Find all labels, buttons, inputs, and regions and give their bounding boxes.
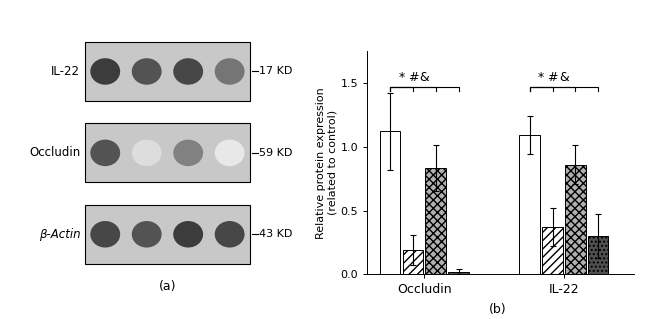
Text: Occludin: Occludin [29,146,80,160]
Bar [542,227,563,274]
Bar [588,236,608,274]
Ellipse shape [174,58,203,85]
Ellipse shape [132,221,162,248]
Bar [84,42,250,101]
Text: 43 KD: 43 KD [259,229,292,239]
Bar [380,131,400,274]
Bar [426,168,446,274]
Bar [565,165,586,274]
Ellipse shape [214,58,244,85]
Text: (b): (b) [488,303,506,316]
Y-axis label: Relative protein expression
(related to control): Relative protein expression (related to … [316,87,338,239]
Bar [448,272,469,274]
Bar [84,123,250,182]
Ellipse shape [90,58,120,85]
Text: IL-22: IL-22 [51,65,80,78]
Bar [402,250,423,274]
Bar [519,135,540,274]
Ellipse shape [90,221,120,248]
Ellipse shape [90,140,120,166]
Text: 17 KD: 17 KD [259,66,292,77]
Bar [84,205,250,264]
Ellipse shape [132,140,162,166]
Ellipse shape [132,58,162,85]
Text: (a): (a) [159,280,176,293]
Text: &: & [419,71,429,84]
Ellipse shape [214,221,244,248]
Text: *: * [398,71,405,84]
Text: #: # [408,71,418,84]
Text: #: # [547,71,558,84]
Ellipse shape [214,140,244,166]
Text: 59 KD: 59 KD [259,148,292,158]
Ellipse shape [174,140,203,166]
Ellipse shape [174,221,203,248]
Text: &: & [559,71,569,84]
Text: β-Actin: β-Actin [38,228,80,241]
Text: *: * [538,71,544,84]
